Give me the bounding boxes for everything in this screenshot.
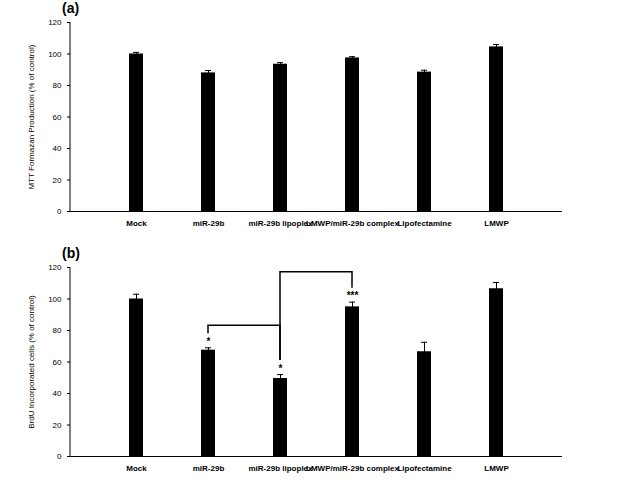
svg-text:miR-29b lipoplex: miR-29b lipoplex xyxy=(248,219,313,228)
svg-text:0: 0 xyxy=(57,207,62,216)
svg-text:miR-29b: miR-29b xyxy=(193,464,225,473)
html-text:(b): (b) xyxy=(62,245,80,261)
svg-text:MTT Formazan Production (% of: MTT Formazan Production (% of control) xyxy=(27,44,36,189)
svg-text:80: 80 xyxy=(53,81,62,90)
svg-text:*: * xyxy=(207,336,211,347)
svg-text:120: 120 xyxy=(48,263,62,272)
svg-text:80: 80 xyxy=(53,326,62,335)
svg-text:LMWP: LMWP xyxy=(484,219,509,228)
svg-text:Lipofectamine: Lipofectamine xyxy=(397,464,452,473)
svg-text:40: 40 xyxy=(53,144,62,153)
svg-text:0: 0 xyxy=(57,452,62,461)
svg-text:LMWP/miR-29b complex: LMWP/miR-29b complex xyxy=(306,219,399,228)
svg-text:Mock: Mock xyxy=(126,464,147,473)
svg-text:BrdU Incorporated cells (% of: BrdU Incorporated cells (% of control) xyxy=(27,295,36,429)
svg-text:Mock: Mock xyxy=(126,219,147,228)
svg-text:miR-29b lipoplex: miR-29b lipoplex xyxy=(248,464,313,473)
svg-text:*: * xyxy=(279,363,283,374)
svg-text:***: *** xyxy=(347,290,359,301)
svg-text:LMWP/miR-29b complex: LMWP/miR-29b complex xyxy=(306,464,399,473)
svg-text:120: 120 xyxy=(48,18,62,27)
svg-text:60: 60 xyxy=(53,358,62,367)
svg-text:LMWP: LMWP xyxy=(484,464,509,473)
svg-text:100: 100 xyxy=(48,50,62,59)
svg-text:miR-29b: miR-29b xyxy=(193,219,225,228)
svg-text:20: 20 xyxy=(53,176,62,185)
svg-text:20: 20 xyxy=(53,421,62,430)
html-text:(a): (a) xyxy=(62,0,80,16)
svg-text:Lipofectamine: Lipofectamine xyxy=(397,219,452,228)
svg-text:100: 100 xyxy=(48,295,62,304)
svg-text:60: 60 xyxy=(53,113,62,122)
svg-text:40: 40 xyxy=(53,389,62,398)
